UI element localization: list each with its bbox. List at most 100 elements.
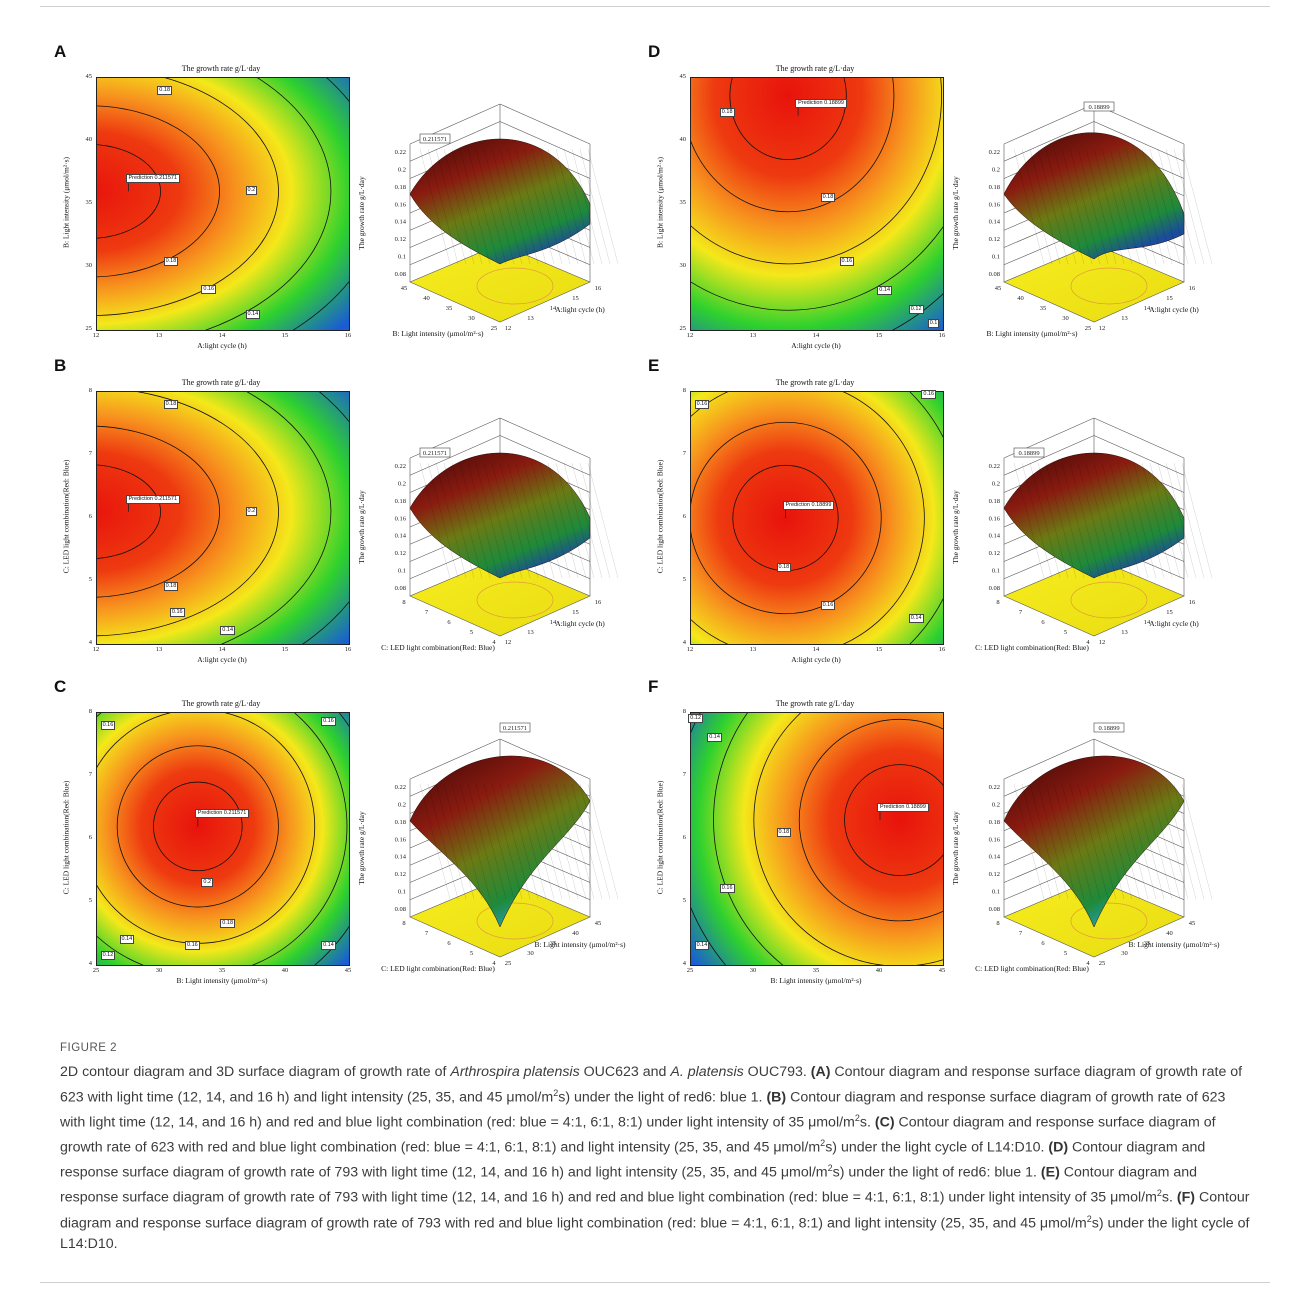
surface-mesh-line xyxy=(555,783,587,900)
caption-run: s) under the light of red6: blue 1. xyxy=(832,1164,1041,1181)
x3d-tick-label: 45 xyxy=(1189,920,1196,927)
surface-mesh-line xyxy=(1021,783,1053,900)
x-tick-label: 40 xyxy=(281,967,289,974)
contour-line xyxy=(713,713,784,965)
contour-value-label: 0.14 xyxy=(707,733,722,743)
grid-line xyxy=(409,435,501,476)
y3d-tick-label: 7 xyxy=(1019,609,1023,616)
x3d-tick-label: 15 xyxy=(572,295,579,302)
y3d-axis-label: C: LED light combination(Red: Blue) xyxy=(975,643,1089,652)
surface-mesh-line xyxy=(491,462,523,579)
x3d-tick-label: 16 xyxy=(595,599,602,606)
contour-value-label: 0.18 xyxy=(820,192,836,202)
surface-mesh-line xyxy=(539,783,571,900)
box-edge xyxy=(499,103,591,145)
z-tick-label: 0.14 xyxy=(989,219,1001,226)
contour-fill xyxy=(691,713,943,965)
surface-mesh-line xyxy=(523,148,555,265)
prediction-value: 0.18899 xyxy=(906,804,926,811)
surface-mesh-line xyxy=(1037,148,1069,265)
x3d-tick-label: 16 xyxy=(595,285,602,292)
panel-e: E The growth rate g/L·day 0.16 0.16 0.18 0.16… xyxy=(648,356,1234,672)
z-tick-label: 0.14 xyxy=(989,854,1001,861)
y-tick-label: 7 xyxy=(682,771,686,778)
caption-run: s) under the light of red6: blue 1. xyxy=(558,1089,767,1106)
surface-3d-plot: 0.18899 0.08 0.1 0.12 0.14 0.16 0.18 0.2 0.22 The… xyxy=(951,417,1213,652)
z-tick-label: 0.2 xyxy=(992,480,1000,487)
contour-value-label: 0.18 xyxy=(163,256,179,266)
response-surface xyxy=(409,755,591,928)
prediction-value: 0.211571 xyxy=(154,495,178,502)
floor-contour xyxy=(1070,267,1148,305)
y3d-tick-label: 6 xyxy=(1041,619,1045,626)
z-tick-label: 0.12 xyxy=(395,871,406,878)
y3d-tick-label: 5 xyxy=(1064,629,1067,636)
z-tick-label: 0.16 xyxy=(989,201,1001,208)
surface-mesh-line xyxy=(467,462,499,579)
y-tick-label: 30 xyxy=(85,262,93,269)
y3d-tick-label: 5 xyxy=(470,629,473,636)
x3d-tick-label: 30 xyxy=(1121,950,1128,957)
surface-mesh-line xyxy=(451,148,483,265)
surface-mesh-line xyxy=(1101,148,1133,265)
x3d-tick-label: 25 xyxy=(1099,960,1106,967)
contour-plot xyxy=(690,391,944,645)
y3d-tick-label: 6 xyxy=(1041,940,1045,947)
surface-mesh-line xyxy=(435,462,467,579)
caption-run: s) under the light cycle of L14:D10. xyxy=(825,1139,1049,1156)
contour-title: The growth rate g/L·day xyxy=(775,64,855,73)
y-tick-label: 7 xyxy=(88,771,92,778)
caption-run: 2 xyxy=(827,1163,833,1174)
caption-run: Contour diagram and response surface dia… xyxy=(60,1114,1216,1156)
surface-mesh-line xyxy=(1093,148,1125,265)
prediction-label-text: Prediction xyxy=(128,495,153,502)
surface-mesh-line xyxy=(459,148,491,265)
y3d-tick-label: 40 xyxy=(1017,295,1024,302)
surface-mesh-line xyxy=(515,462,547,579)
prediction-label: Prediction 0.211571 xyxy=(125,174,181,184)
surface-mesh-line xyxy=(523,783,555,900)
contour-title: The growth rate g/L·day xyxy=(181,699,261,708)
caption-run: s) under the light cycle of L14:D10. xyxy=(60,1215,1250,1252)
contour-svg xyxy=(691,713,943,965)
surface-mesh-line xyxy=(1141,462,1173,579)
contour-line xyxy=(97,425,220,598)
caption-run: s. xyxy=(859,1114,875,1131)
surface-mesh-line xyxy=(451,462,483,579)
surface-mesh-line xyxy=(1165,462,1197,579)
surface-mesh-line xyxy=(1117,462,1149,579)
x-tick-label: 45 xyxy=(344,967,352,974)
caption-run: Contour diagram and response surface dia… xyxy=(60,1190,1250,1232)
x-tick-label: 25 xyxy=(92,967,100,974)
z-axis-label: The growth rate g/L·day xyxy=(951,811,960,885)
box-edge xyxy=(1093,738,1185,780)
x-tick-label: 15 xyxy=(875,646,883,653)
surface-mesh-line xyxy=(531,462,563,579)
x3d-axis-label: B: Light intensity (μmol/m²·s) xyxy=(534,940,626,949)
surface-mesh-line xyxy=(1149,148,1181,265)
surface-mesh-line xyxy=(499,462,531,579)
contour-line xyxy=(220,392,332,644)
x-axis-label: A:light cycle (h) xyxy=(791,655,841,664)
y-tick-label: 6 xyxy=(682,834,686,841)
surface-mesh-line xyxy=(579,462,611,579)
x3d-tick-label: 16 xyxy=(1189,599,1196,606)
surface-peak-label: 0.211571 xyxy=(419,133,451,144)
y3d-tick-label: 8 xyxy=(996,920,999,927)
x-tick-label: 12 xyxy=(686,646,694,653)
surface-mesh-line xyxy=(1181,783,1213,900)
x-tick-label: 16 xyxy=(344,332,352,339)
y-tick-label: 4 xyxy=(88,639,92,646)
x-axis-label: A:light cycle (h) xyxy=(791,341,841,350)
y3d-tick-label: 35 xyxy=(1040,305,1047,312)
grid-line xyxy=(499,435,591,476)
surface-mesh-line xyxy=(1069,462,1101,579)
surface-mesh-line xyxy=(427,783,459,900)
y3d-axis-label: B: Light intensity (μmol/m²·s) xyxy=(392,329,484,338)
contour-plot xyxy=(96,391,350,645)
x3d-tick-label: 15 xyxy=(1166,609,1173,616)
contour-value-label: 0.14 xyxy=(908,613,924,623)
panel-d: D The growth rate g/L·day 0.18 0.18 0.16 0.14… xyxy=(648,42,1234,358)
z-tick-label: 0.14 xyxy=(989,533,1001,540)
contour-value-label: 0.16 xyxy=(694,399,710,409)
